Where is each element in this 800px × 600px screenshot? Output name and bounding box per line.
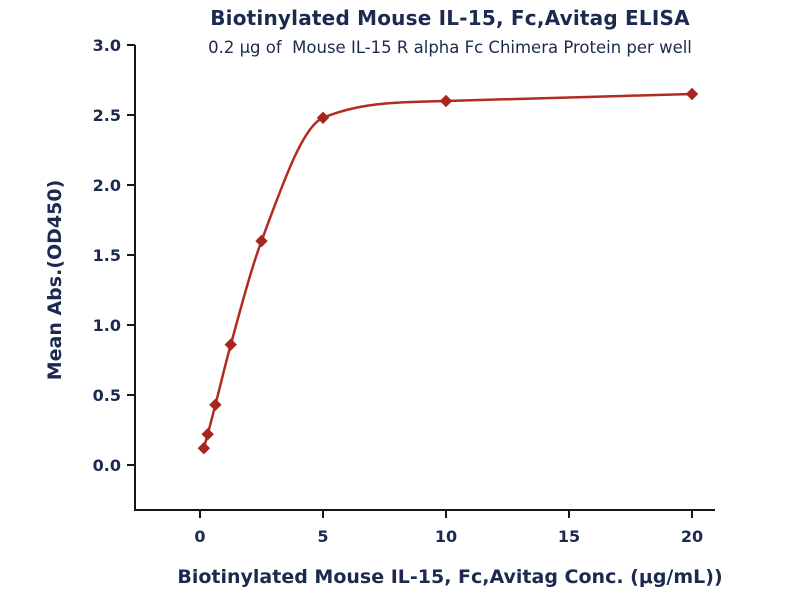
x-tick-label: 15: [558, 527, 580, 546]
x-axis-label: Biotinylated Mouse IL-15, Fc,Avitag Conc…: [177, 566, 723, 588]
y-tick-label: 2.0: [93, 176, 121, 195]
fit-curve: [202, 92, 693, 449]
axis-lines: [134, 45, 715, 511]
y-tick-label: 1.5: [93, 246, 121, 265]
x-tick-label: 0: [194, 527, 205, 546]
y-tick-label: 3.0: [93, 36, 121, 55]
data-point: [685, 87, 699, 101]
x-ticks: 0 5 10 15 20: [194, 510, 703, 546]
data-point: [209, 398, 222, 412]
y-tick-label: 0.0: [93, 456, 121, 475]
x-tick-label: 5: [317, 527, 328, 546]
data-point: [197, 441, 211, 455]
x-tick-label: 10: [435, 527, 457, 546]
y-tick-label: 1.0: [93, 316, 121, 335]
y-tick-label: 2.5: [93, 106, 121, 125]
data-point: [316, 111, 330, 125]
data-point: [439, 94, 453, 108]
data-point: [201, 427, 214, 441]
data-point: [255, 234, 268, 248]
chart-subtitle: 0.2 μg of Mouse IL-15 R alpha Fc Chimera…: [208, 38, 692, 57]
data-point: [224, 338, 237, 351]
y-tick-label: 0.5: [93, 386, 121, 405]
chart-title: Biotinylated Mouse IL-15, Fc,Avitag ELIS…: [210, 6, 690, 30]
y-ticks: 0.0 0.5 1.0 1.5 2.0 2.5 3.0: [93, 36, 135, 475]
data-points: [197, 87, 699, 455]
x-tick-label: 20: [681, 527, 703, 546]
